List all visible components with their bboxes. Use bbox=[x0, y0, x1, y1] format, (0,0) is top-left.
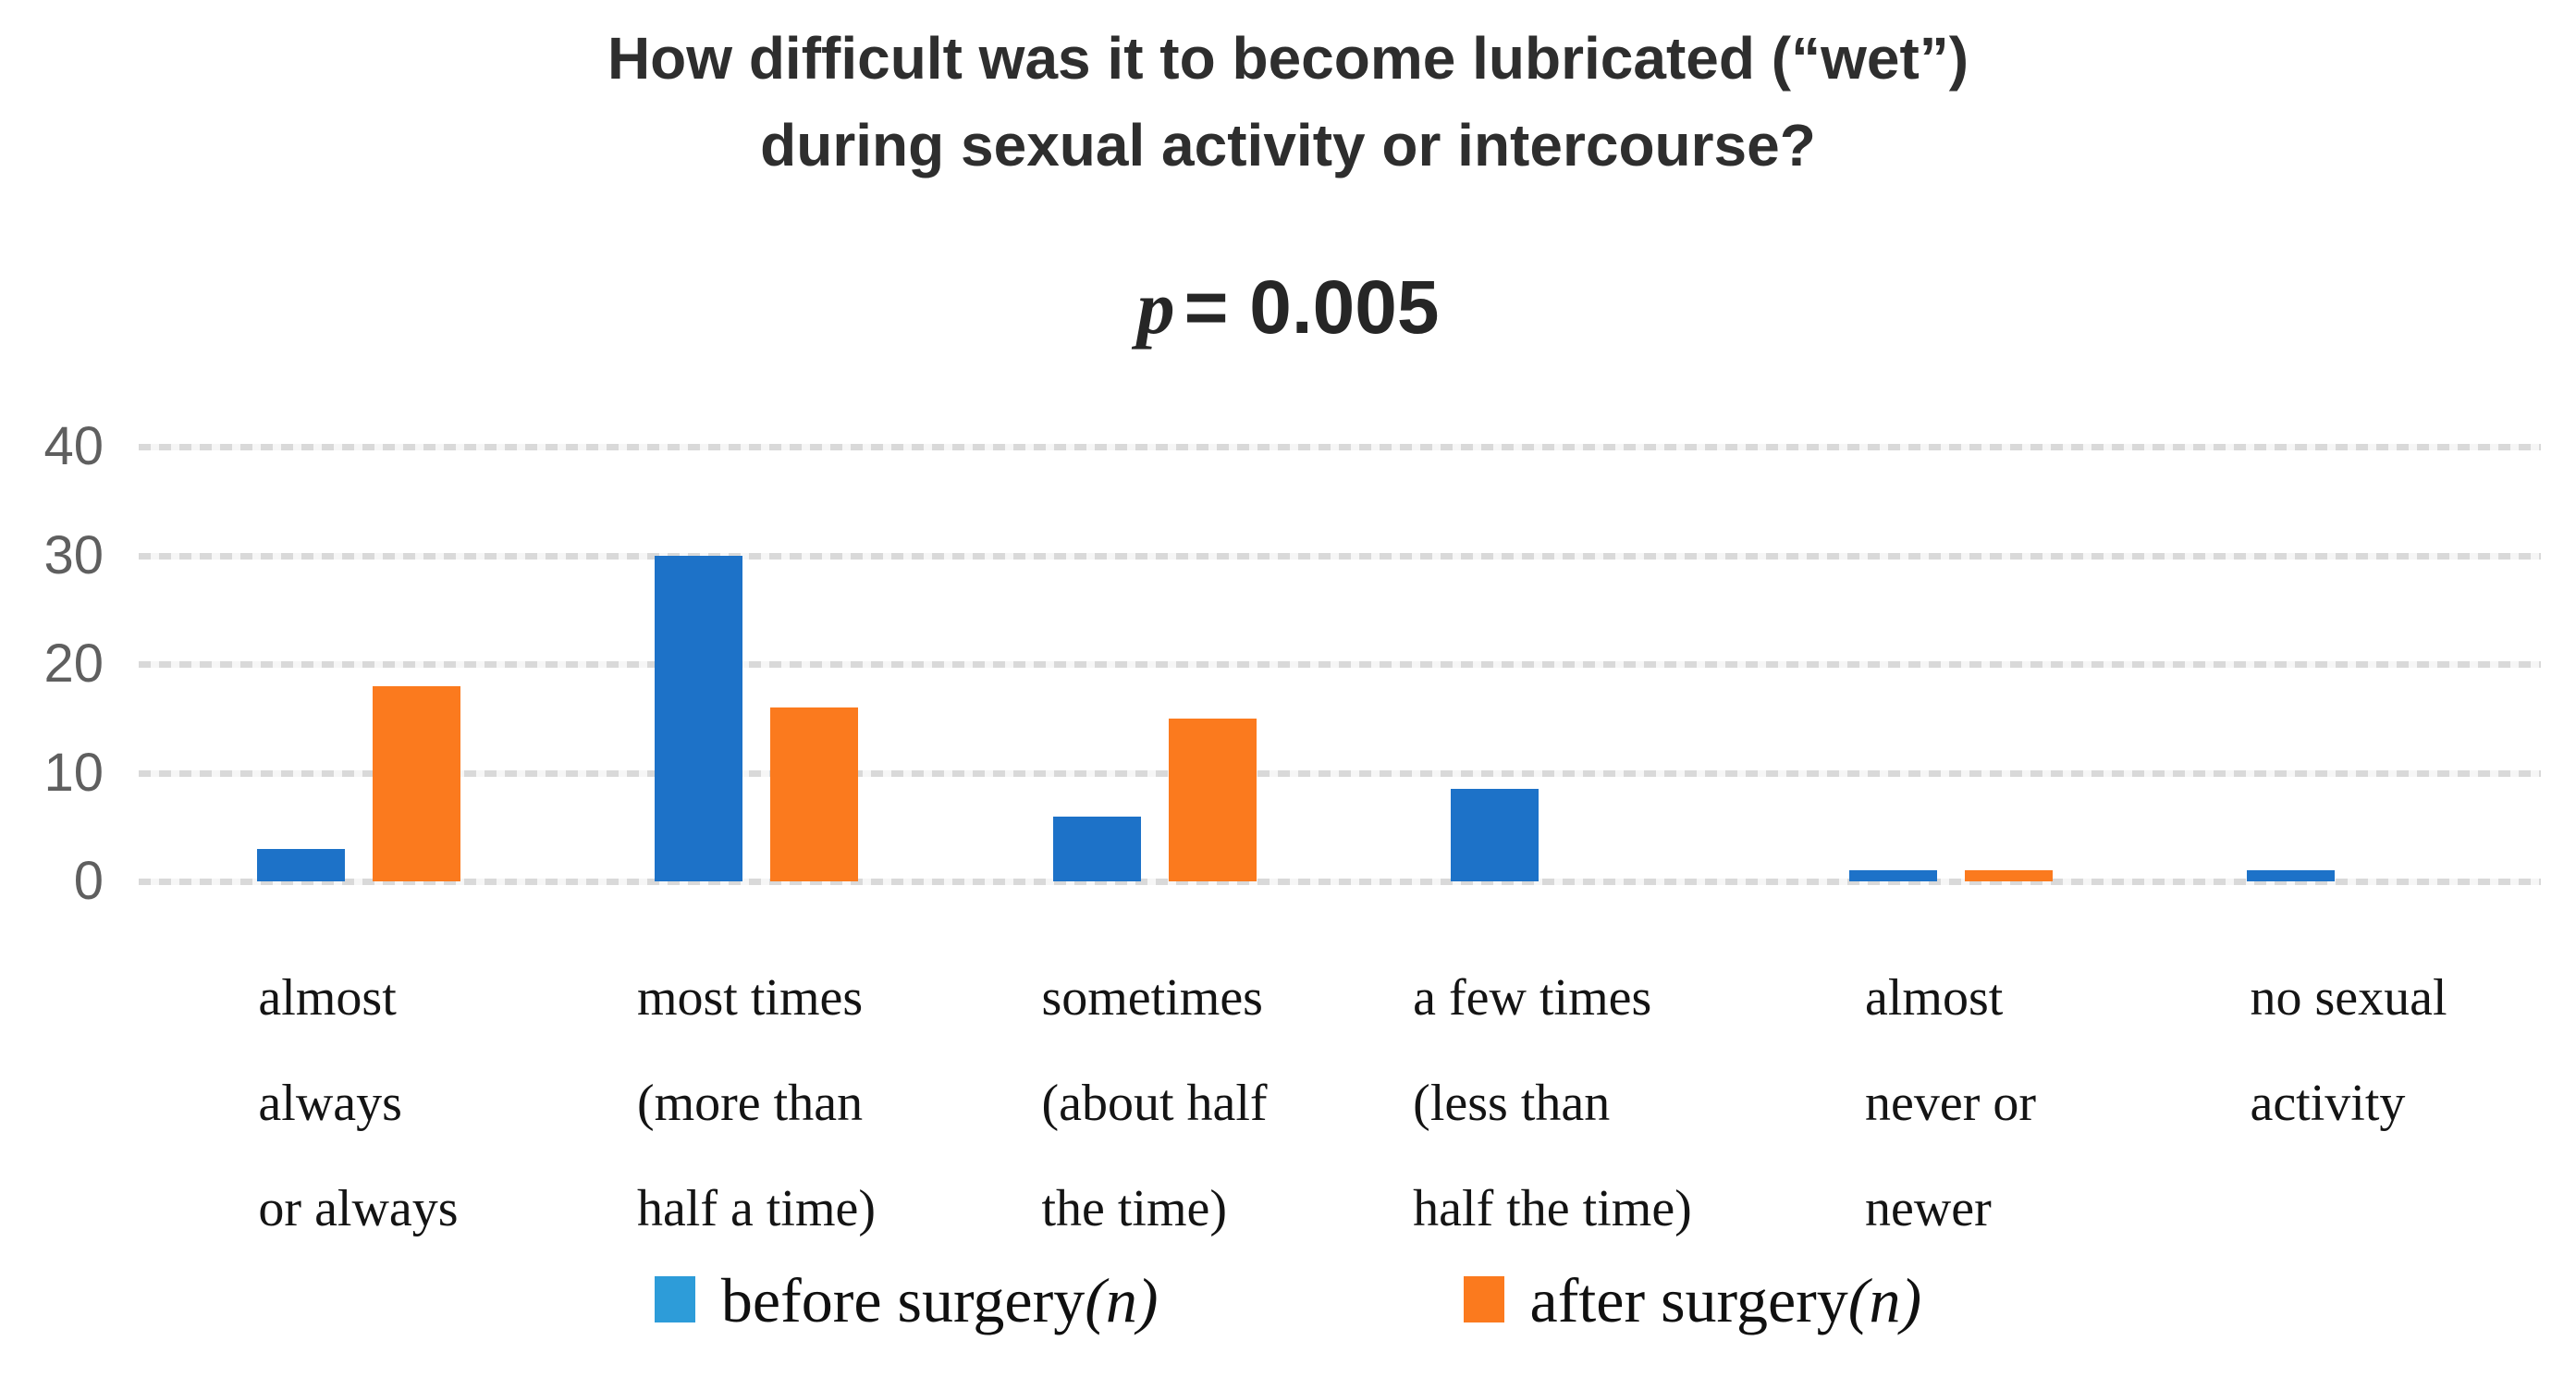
x-tick-label-line: half a time) bbox=[636, 1180, 877, 1237]
x-tick-label-line: newer bbox=[1864, 1180, 1992, 1237]
x-tick-label-line: a few times bbox=[1413, 969, 1652, 1027]
p-symbol: p bbox=[1136, 265, 1175, 350]
bar-after-4 bbox=[1964, 870, 2053, 881]
x-tick-label-line: or always bbox=[258, 1180, 459, 1237]
bar-before-1 bbox=[655, 555, 742, 881]
legend-series-name: before surgery bbox=[720, 1265, 1086, 1335]
legend-item-after: after surgery(n) bbox=[1463, 1263, 1922, 1337]
legend-series-name: after surgery bbox=[1529, 1265, 1848, 1335]
legend-n-suffix: (n) bbox=[1847, 1265, 1922, 1335]
legend: before surgery(n) after surgery(n) bbox=[0, 1263, 2576, 1337]
bar-after-2 bbox=[1168, 718, 1257, 881]
x-tick-label-line: the time) bbox=[1041, 1180, 1228, 1237]
chart-title: How difficult was it to become lubricate… bbox=[0, 15, 2576, 189]
x-tick-label-5: no sexual activity bbox=[2250, 945, 2447, 1156]
y-tick-label-10: 10 bbox=[43, 742, 104, 803]
x-tick-label-line: almost bbox=[258, 969, 397, 1027]
gridline-20 bbox=[139, 661, 2541, 668]
x-tick-label-2: sometimes (about half the time) bbox=[1041, 945, 1267, 1261]
y-tick-label-0: 0 bbox=[73, 851, 104, 911]
x-tick-label-line: almost bbox=[1864, 969, 2004, 1027]
legend-n-suffix: (n) bbox=[1085, 1265, 1159, 1335]
x-tick-label-line: (less than bbox=[1413, 1075, 1611, 1132]
gridline-40 bbox=[139, 444, 2541, 450]
x-tick-label-line: half the time) bbox=[1413, 1180, 1692, 1237]
p-value-subtitle: p = 0.005 bbox=[0, 264, 2576, 351]
gridline-30 bbox=[139, 552, 2541, 560]
y-tick-label-30: 30 bbox=[43, 524, 104, 585]
gridline-0 bbox=[139, 879, 2541, 885]
x-tick-label-line: most times bbox=[636, 969, 864, 1027]
legend-label-before: before surgery(n) bbox=[721, 1263, 1159, 1337]
legend-swatch-after bbox=[1463, 1276, 1504, 1322]
x-tick-label-4: almost never or newer bbox=[1865, 945, 2036, 1261]
x-tick-label-3: a few times (less than half the time) bbox=[1413, 945, 1692, 1261]
bar-before-2 bbox=[1052, 816, 1141, 881]
x-tick-label-line: activity bbox=[2250, 1075, 2406, 1132]
bar-after-1 bbox=[770, 707, 858, 881]
x-tick-label-line: (about half bbox=[1041, 1075, 1268, 1132]
x-tick-label-line: (more than bbox=[636, 1075, 864, 1132]
bar-before-3 bbox=[1451, 789, 1539, 881]
y-tick-label-20: 20 bbox=[43, 633, 104, 694]
legend-label-after: after surgery(n) bbox=[1530, 1263, 1922, 1337]
bar-before-4 bbox=[1848, 870, 1937, 881]
chart-title-line-1: How difficult was it to become lubricate… bbox=[607, 25, 1969, 92]
x-tick-label-line: always bbox=[258, 1075, 402, 1132]
x-tick-label-0: almost always or always bbox=[258, 945, 458, 1261]
bar-after-0 bbox=[372, 685, 460, 881]
bar-before-5 bbox=[2247, 870, 2335, 881]
chart-title-line-2: during sexual activity or intercourse? bbox=[760, 112, 1816, 178]
x-tick-label-line: never or bbox=[1864, 1075, 2037, 1132]
gridline-10 bbox=[139, 769, 2541, 777]
bar-before-0 bbox=[256, 848, 345, 881]
y-tick-label-40: 40 bbox=[43, 416, 104, 476]
x-tick-label-line: no sexual bbox=[2250, 969, 2447, 1027]
x-tick-label-1: most times (more than half a time) bbox=[637, 945, 876, 1261]
legend-swatch-before bbox=[654, 1276, 695, 1322]
x-tick-label-line: sometimes bbox=[1041, 969, 1263, 1027]
p-value: = 0.005 bbox=[1184, 265, 1440, 350]
legend-item-before: before surgery(n) bbox=[654, 1263, 1159, 1337]
